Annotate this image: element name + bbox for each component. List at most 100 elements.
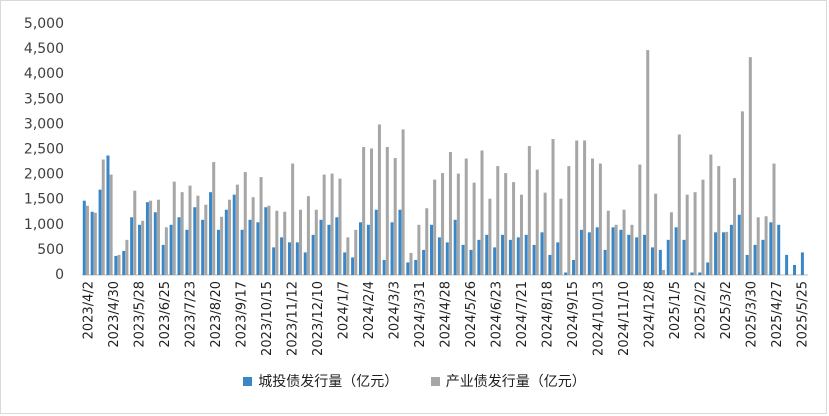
x-tick-label: 2024/3/3 — [388, 281, 403, 339]
bar-chanye — [748, 57, 752, 275]
bar-chengtou — [256, 222, 260, 275]
bar-chengtou — [572, 259, 576, 275]
bar-chanye — [314, 209, 318, 275]
bar-chengtou — [721, 232, 725, 275]
bar-chanye — [180, 192, 184, 275]
x-tick-label: 2023/5/28 — [133, 281, 148, 348]
bar-chengtou — [366, 224, 370, 275]
bar-chanye — [212, 162, 216, 275]
bar-chengtou — [414, 259, 418, 275]
bar-chengtou — [169, 224, 173, 275]
bar-chanye — [756, 217, 760, 275]
bar-chanye — [472, 182, 476, 275]
bar-chengtou — [682, 239, 686, 275]
bar-chanye — [393, 158, 397, 275]
bar-chanye — [291, 163, 295, 275]
bar-chengtou — [138, 224, 142, 275]
x-tick-label: 2024/9/15 — [566, 281, 581, 348]
y-tick-label: 4,500 — [24, 41, 64, 57]
bar-chengtou — [461, 244, 465, 275]
bar-chengtou — [130, 217, 134, 275]
bar-chanye — [614, 224, 618, 275]
bar-chanye — [101, 159, 105, 275]
bar-chanye — [330, 173, 334, 275]
bar-chengtou — [437, 237, 441, 275]
bar-chanye — [646, 50, 650, 275]
bar-chengtou — [769, 222, 773, 275]
bar-chengtou — [161, 244, 165, 275]
legend: 城投债发行量（亿元） 产业债发行量（亿元） — [0, 371, 829, 391]
x-tick-label: 2023/8/20 — [209, 281, 224, 348]
legend-item-chanye: 产业债发行量（亿元） — [430, 371, 586, 391]
bar-chanye — [133, 190, 137, 275]
y-tick-label: 0 — [55, 267, 64, 283]
x-axis: 2023/4/2 2023/4/30 2023/5/28 2023/6/25 2023/… — [82, 274, 811, 356]
bar-chengtou — [635, 237, 639, 275]
bar-chanye — [535, 169, 539, 275]
bar-chanye — [662, 269, 666, 275]
bar-chengtou — [761, 239, 765, 275]
x-tick-label: 2024/12/8 — [643, 281, 658, 348]
bar-chengtou — [619, 229, 623, 275]
bar-chengtou — [548, 254, 552, 275]
bar-chengtou — [698, 272, 702, 275]
bar-chanye — [227, 199, 231, 275]
bar-chengtou — [674, 227, 678, 275]
bar-chengtou — [264, 207, 268, 275]
x-tick-label: 2025/2/2 — [694, 281, 709, 339]
bar-chanye — [188, 185, 192, 275]
bar-chengtou — [382, 259, 386, 275]
y-tick-label: 2,000 — [24, 167, 64, 183]
bars — [82, 50, 804, 276]
bar-chengtou — [145, 202, 149, 275]
bar-chengtou — [351, 257, 355, 275]
bar-chanye — [346, 237, 350, 275]
x-tick-label: 2024/6/23 — [490, 281, 505, 348]
bar-chengtou — [287, 242, 291, 275]
bar-chengtou — [303, 252, 307, 275]
bar-chengtou — [398, 209, 402, 275]
bar-chengtou — [745, 254, 749, 275]
bar-chanye — [527, 145, 531, 275]
x-tick-label: 2024/3/31 — [413, 281, 428, 348]
bar-chengtou — [319, 219, 323, 275]
x-tick-label: 2024/4/28 — [439, 281, 454, 348]
bar-chanye — [559, 198, 563, 275]
bar-chengtou — [540, 232, 544, 275]
bar-chanye — [512, 182, 516, 275]
bar-chanye — [480, 150, 484, 275]
bar-chengtou — [114, 255, 118, 275]
bar-chengtou — [122, 250, 126, 275]
x-tick-label: 2024/5/26 — [464, 281, 479, 348]
bar-chanye — [93, 212, 97, 275]
x-tick-label: 2025/3/2 — [719, 281, 734, 339]
bar-chanye — [354, 229, 358, 275]
bar-chengtou — [390, 222, 394, 275]
bar-chengtou — [690, 272, 694, 275]
bar-chanye — [606, 210, 610, 275]
bar-chanye — [772, 163, 776, 275]
bar-chengtou — [477, 239, 481, 275]
bar-chanye — [551, 138, 555, 275]
bar-chengtou — [516, 237, 520, 275]
x-tick-label: 2023/4/2 — [82, 281, 97, 339]
bar-chanye — [220, 216, 224, 275]
bar-chengtou — [177, 217, 181, 275]
bar-chanye — [299, 209, 303, 275]
bar-chengtou — [643, 234, 647, 275]
bar-chengtou — [90, 211, 94, 275]
bar-chengtou — [248, 219, 252, 275]
bar-chanye — [638, 164, 642, 275]
bar-chengtou — [793, 264, 797, 275]
x-tick-label: 2024/10/13 — [592, 281, 607, 356]
bar-chanye — [204, 204, 208, 275]
bar-chengtou — [232, 194, 236, 275]
bar-chengtou — [216, 229, 220, 275]
bar-chanye — [496, 166, 500, 275]
bar-chanye — [243, 172, 247, 275]
bar-chengtou — [532, 244, 536, 275]
bar-chanye — [259, 177, 263, 275]
bar-chanye — [196, 195, 200, 275]
bar-chanye — [717, 166, 721, 275]
bar-chanye — [164, 227, 168, 275]
